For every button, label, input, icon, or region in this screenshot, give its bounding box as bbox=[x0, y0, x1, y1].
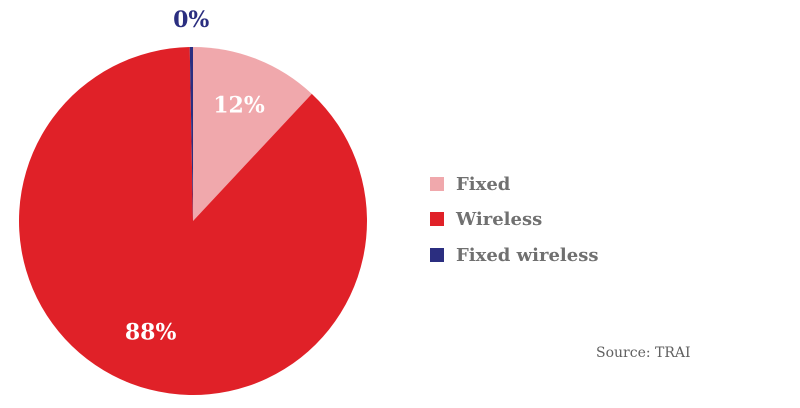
legend-swatch-fixed-wireless bbox=[430, 248, 444, 262]
pie-slice-fixed bbox=[193, 47, 312, 221]
source-note: Source: TRAI bbox=[596, 345, 691, 361]
legend-label-fixed-wireless: Fixed wireless bbox=[456, 244, 599, 266]
legend-item-fixed-wireless: Fixed wireless bbox=[430, 243, 598, 267]
legend-label-fixed: Fixed bbox=[456, 173, 511, 195]
legend-item-fixed: Fixed bbox=[430, 172, 510, 196]
legend-label-wireless: Wireless bbox=[456, 208, 543, 230]
pie-slice-wireless bbox=[19, 47, 368, 395]
legend-swatch-fixed bbox=[430, 177, 444, 191]
pie-slice-fixed-wireless bbox=[189, 47, 193, 221]
legend-swatch-wireless bbox=[430, 212, 444, 226]
slice-label-fixed: 12% bbox=[213, 92, 265, 118]
slice-label-fixed-wireless: 0% bbox=[173, 7, 209, 33]
legend-item-wireless: Wireless bbox=[430, 207, 542, 231]
slice-label-wireless: 88% bbox=[125, 319, 177, 345]
